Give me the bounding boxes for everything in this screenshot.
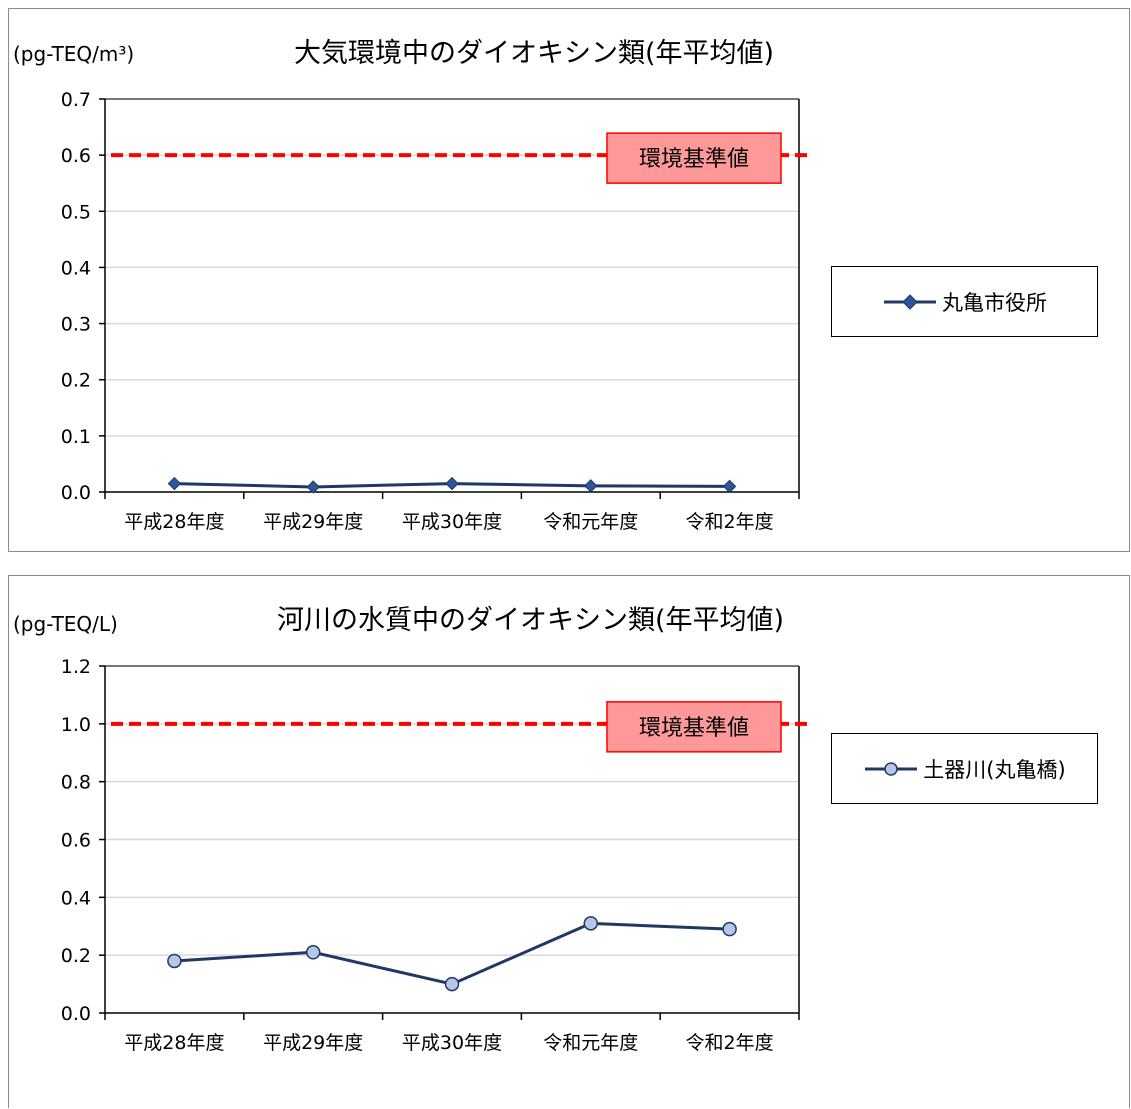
data-point-circle (444, 976, 460, 992)
chart-title: 河川の水質中のダイオキシン類(年平均値) (277, 605, 784, 636)
data-point-circle (167, 953, 182, 969)
y-tick-label: 0.0 (61, 482, 91, 504)
y-axis-unit-label: (pg-TEQ/m³) (13, 42, 134, 66)
y-tick-label: 0.5 (61, 201, 91, 223)
y-tick-label: 0.2 (61, 945, 91, 967)
data-point-diamond (306, 480, 320, 494)
reference-label-box (606, 701, 782, 753)
data-point-diamond (167, 476, 182, 491)
reference-label: 環境基準値 (639, 716, 749, 741)
legend-diamond-marker-icon (884, 293, 936, 310)
x-tick-label: 令和元年度 (543, 1032, 638, 1054)
legend-label: 土器川(丸亀橋) (923, 757, 1066, 782)
river-chart-panel: 河川の水質中のダイオキシン類(年平均値) (pg-TEQ/L) 0.0 0.2 0.4 0… (8, 575, 1130, 1108)
river-chart: 河川の水質中のダイオキシン類(年平均値) (pg-TEQ/L) 0.0 0.2 0.4 0… (13, 605, 809, 1054)
x-tick-label: 令和2年度 (686, 511, 774, 533)
x-tick-label: 平成28年度 (124, 1032, 224, 1054)
y-tick-label: 0.0 (61, 1003, 91, 1025)
y-tick-label: 0.6 (61, 145, 91, 167)
y-tick-label: 0.1 (61, 426, 91, 448)
x-tick-label: 平成30年度 (402, 1032, 502, 1054)
y-tick-label: 1.2 (61, 656, 91, 678)
y-tick-label: 0.4 (61, 257, 91, 279)
y-tick-label: 0.2 (61, 370, 91, 392)
data-point-circle (722, 921, 737, 937)
x-tick-label: 平成29年度 (263, 1032, 363, 1054)
air-chart: 大気環境中のダイオキシン類(年平均値) (pg-TEQ/m³) 0.0 0.1 0.2 0… (13, 38, 809, 533)
chart-title: 大気環境中のダイオキシン類(年平均値) (294, 38, 774, 69)
y-tick-label: 0.8 (61, 772, 91, 794)
x-tick-label: 平成28年度 (124, 511, 224, 533)
y-axis-unit-label: (pg-TEQ/L) (13, 612, 118, 636)
reference-label: 環境基準値 (639, 147, 749, 172)
y-tick-label: 0.4 (61, 887, 91, 909)
legend: 丸亀市役所 (831, 266, 1098, 337)
y-tick-label: 0.7 (61, 89, 91, 111)
data-point-diamond (584, 479, 598, 493)
x-tick-label: 平成29年度 (263, 511, 363, 533)
x-tick-label: 令和元年度 (543, 511, 638, 533)
legend-label: 丸亀市役所 (942, 290, 1047, 315)
data-point-diamond (722, 479, 737, 494)
reference-label-box (606, 132, 782, 184)
data-point-diamond (445, 476, 459, 491)
y-tick-label: 0.6 (61, 830, 91, 852)
x-tick-label: 平成30年度 (402, 511, 502, 533)
y-tick-label: 0.3 (61, 314, 91, 336)
air-chart-panel: 大気環境中のダイオキシン類(年平均値) (pg-TEQ/m³) 0.0 0.1 0.2 0… (8, 8, 1130, 552)
data-point-circle (305, 945, 321, 960)
legend: 土器川(丸亀橋) (831, 733, 1098, 804)
series-line (174, 921, 730, 986)
x-tick-label: 令和2年度 (686, 1032, 774, 1054)
data-point-circle (583, 916, 599, 931)
y-tick-label: 1.0 (61, 714, 91, 736)
legend-circle-marker-icon (865, 761, 918, 776)
